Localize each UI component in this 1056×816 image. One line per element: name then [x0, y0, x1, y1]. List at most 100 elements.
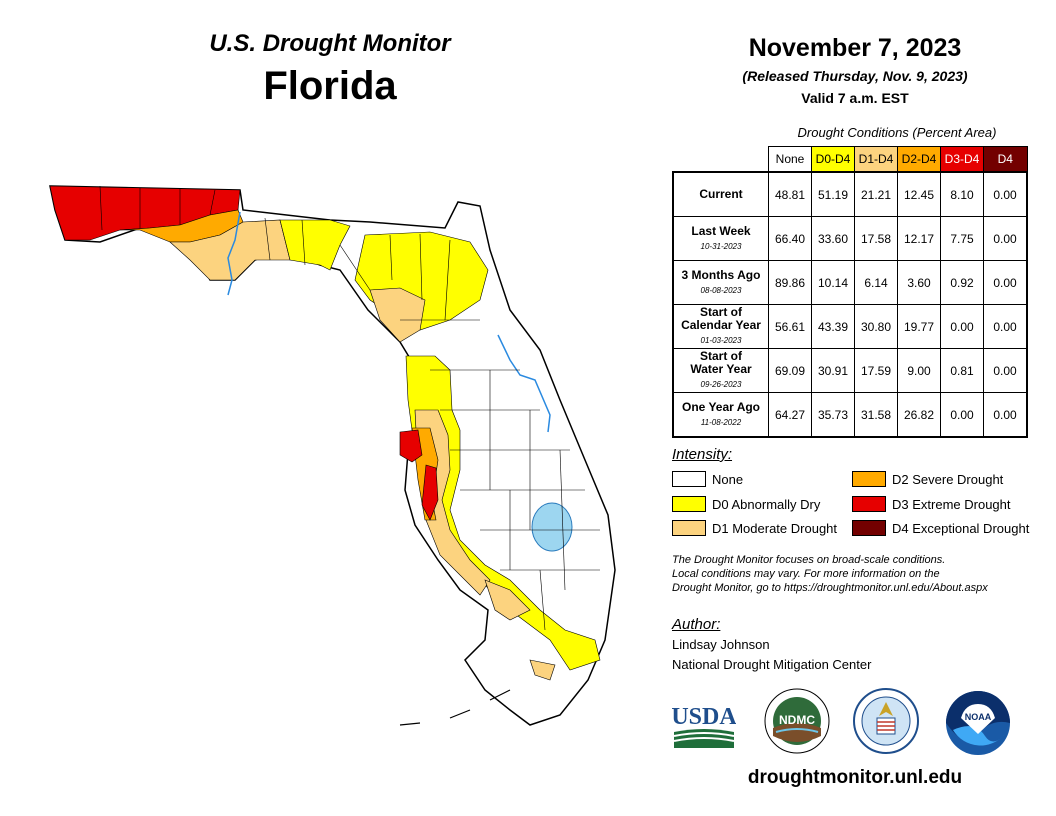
- row-date: 01-03-2023: [700, 336, 742, 345]
- cell: 8.10: [940, 171, 984, 217]
- col-d0-d4: D0-D4: [811, 146, 855, 173]
- legend-swatch: [852, 471, 886, 487]
- cell: 26.82: [897, 392, 941, 438]
- cell: 89.86: [768, 260, 812, 305]
- cell: 0.00: [983, 304, 1028, 349]
- legend-label: D4 Exceptional Drought: [892, 520, 1030, 536]
- drought-conditions-table: None D0-D4 D1-D4 D2-D4 D3-D4 D4 Current …: [672, 146, 1028, 438]
- table-row: One Year Ago 11-08-2022 64.27 35.73 31.58…: [672, 392, 1028, 438]
- cell: 0.92: [940, 260, 984, 305]
- row-label: Current: [672, 171, 769, 217]
- tampa-d3-region: [399, 429, 423, 463]
- ndmc-logo: NDMC: [764, 688, 830, 754]
- cell: 0.00: [983, 216, 1028, 261]
- row-date: 10-31-2023: [700, 241, 742, 251]
- legend-swatch: [672, 520, 706, 536]
- doc-seal-logo: [853, 688, 919, 754]
- legend-item-d3: D3 Extreme Drought: [852, 496, 1011, 512]
- florida-drought-map: [49, 185, 616, 726]
- col-d1-d4: D1-D4: [854, 146, 898, 173]
- legend-label: D3 Extreme Drought: [892, 496, 1011, 512]
- legend-item-d4: D4 Exceptional Drought: [852, 520, 1029, 536]
- row-date: 09-26-2023: [700, 380, 742, 389]
- cell: 69.09: [768, 348, 812, 393]
- keys-d1-region: [529, 659, 556, 681]
- florida-keys: [399, 689, 511, 726]
- note-line: Drought Monitor, go to https://droughtmo…: [672, 582, 988, 594]
- table-header-blank: [673, 147, 769, 173]
- legend-swatch: [852, 520, 886, 536]
- legend-item-d0: D0 Abnormally Dry: [672, 496, 820, 512]
- row-label: 3 Months Ago 08-08-2023: [672, 260, 769, 305]
- legend-swatch: [672, 496, 706, 512]
- cell: 0.00: [983, 392, 1028, 438]
- cell: 0.81: [940, 348, 984, 393]
- table-caption: Drought Conditions (Percent Area): [797, 125, 997, 140]
- table-header-row: None D0-D4 D1-D4 D2-D4 D3-D4 D4: [673, 146, 1028, 173]
- cell: 48.81: [768, 171, 812, 217]
- cell: 0.00: [983, 260, 1028, 305]
- table-row: Current 48.81 51.19 21.21 12.45 8.10 0.0…: [672, 171, 1028, 217]
- cell: 6.14: [854, 260, 898, 305]
- table-row: Last Week 10-31-2023 66.40 33.60 17.58 12…: [672, 216, 1028, 261]
- usda-logo: USDA: [672, 704, 736, 748]
- legend-item-none: None: [672, 471, 743, 487]
- lake-okeechobee: [531, 502, 573, 552]
- cell: 64.27: [768, 392, 812, 438]
- swfl-d1-region: [484, 579, 531, 621]
- cell: 30.80: [854, 304, 898, 349]
- legend-item-d1: D1 Moderate Drought: [672, 520, 837, 536]
- cell: 30.91: [811, 348, 855, 393]
- cell: 12.17: [897, 216, 941, 261]
- legend-label: None: [712, 471, 744, 487]
- county-lines: [99, 185, 600, 631]
- intensity-heading: Intensity:: [672, 446, 733, 463]
- table-row: Start of Water Year 09-26-2023 69.09 30.91…: [672, 348, 1028, 393]
- author-heading: Author:: [672, 616, 721, 633]
- cell: 43.39: [811, 304, 855, 349]
- cell: 9.00: [897, 348, 941, 393]
- row-label: Start of Calendar Year 01-03-2023: [672, 304, 769, 349]
- table-row: 3 Months Ago 08-08-2023 89.86 10.14 6.14 …: [672, 260, 1028, 305]
- author-name: Lindsay Johnson: [672, 637, 770, 652]
- note-line: Local conditions may vary. For more info…: [672, 568, 940, 580]
- row-label: Last Week 10-31-2023: [672, 216, 769, 261]
- cell: 35.73: [811, 392, 855, 438]
- cell: 33.60: [811, 216, 855, 261]
- row-label: Start of Water Year 09-26-2023: [672, 348, 769, 393]
- noaa-logo: NOAA: [946, 691, 1010, 755]
- north-d1-region: [369, 287, 426, 343]
- col-d4: D4: [983, 146, 1028, 173]
- map-subtitle: U.S. Drought Monitor: [209, 30, 451, 57]
- website-url[interactable]: droughtmonitor.unl.edu: [747, 767, 963, 788]
- table-row: Start of Calendar Year 01-03-2023 56.61 43…: [672, 304, 1028, 349]
- legend-item-d2: D2 Severe Drought: [852, 471, 1003, 487]
- legend-swatch: [672, 471, 706, 487]
- map-date: November 7, 2023: [748, 34, 962, 62]
- cell: 51.19: [811, 171, 855, 217]
- cell: 10.14: [811, 260, 855, 305]
- legend-label: D2 Severe Drought: [892, 471, 1004, 487]
- row-label: One Year Ago 11-08-2022: [672, 392, 769, 438]
- legend-label: D1 Moderate Drought: [712, 520, 838, 536]
- col-d3-d4: D3-D4: [940, 146, 984, 173]
- legend-label: D0 Abnormally Dry: [712, 496, 821, 512]
- row-date: 11-08-2022: [700, 417, 742, 427]
- cell: 0.00: [983, 171, 1028, 217]
- st-johns-river: [497, 334, 551, 433]
- release-date: (Released Thursday, Nov. 9, 2023): [742, 68, 968, 84]
- row-date: 08-08-2023: [700, 285, 742, 295]
- valid-time: Valid 7 a.m. EST: [801, 90, 909, 106]
- cell: 66.40: [768, 216, 812, 261]
- legend-swatch: [852, 496, 886, 512]
- svg-text:NOAA: NOAA: [965, 712, 992, 722]
- disclaimer-note: The Drought Monitor focuses on broad-sca…: [672, 553, 1042, 595]
- bigbend-d0-region: [279, 219, 351, 271]
- col-d2-d4: D2-D4: [897, 146, 941, 173]
- cell: 0.00: [983, 348, 1028, 393]
- author-org: National Drought Mitigation Center: [672, 657, 872, 672]
- cell: 7.75: [940, 216, 984, 261]
- apalachicola-river: [227, 211, 241, 296]
- col-none: None: [768, 146, 812, 173]
- cell: 21.21: [854, 171, 898, 217]
